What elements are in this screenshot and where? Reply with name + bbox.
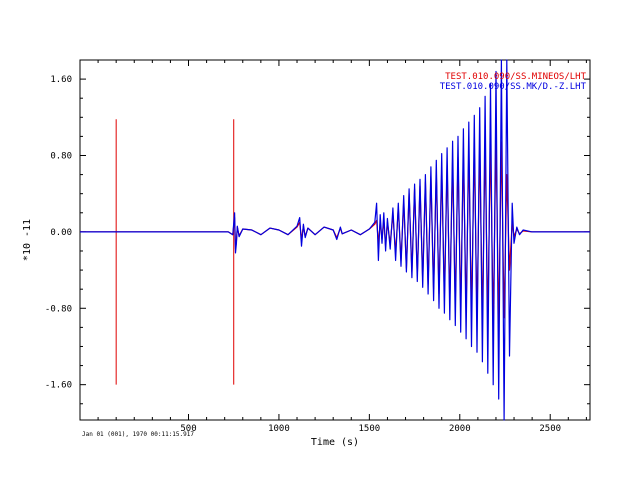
y-tick-label: 1.60 — [50, 75, 72, 85]
y-tick-label: 0.00 — [50, 228, 72, 238]
series-line-1 — [80, 59, 590, 421]
series-lines — [80, 59, 590, 421]
x-tick-label: 2500 — [539, 424, 561, 434]
legend-entry: TEST.010.090/SS.MK/D.-Z.LHT — [440, 82, 587, 92]
x-tick-label: 1500 — [359, 424, 381, 434]
plot-frame — [79, 59, 591, 421]
y-tick-label: -1.60 — [45, 381, 72, 391]
marker-lines — [115, 119, 235, 385]
x-tick-label: 500 — [180, 424, 196, 434]
x-tick-label: 2000 — [449, 424, 471, 434]
axis-ticks: 500 1000 1500 2000 2500 1.60 0.80 0.00 -0.80 -1.6… — [45, 59, 590, 434]
date-label: Jan 01 (001), 1970 00:11:15.917 — [82, 431, 194, 438]
legend-entry: TEST.010.090/SS.MINEOS/LHT — [445, 72, 586, 82]
y-axis-label: *10 -11 — [22, 219, 33, 261]
x-axis-label: Time (s) — [311, 437, 359, 448]
y-tick-label: -0.80 — [45, 304, 72, 314]
x-tick-label: 1000 — [268, 424, 290, 434]
y-tick-label: 0.80 — [50, 151, 72, 161]
legend: TEST.010.090/SS.MINEOS/LHTTEST.010.090/S… — [440, 72, 587, 92]
